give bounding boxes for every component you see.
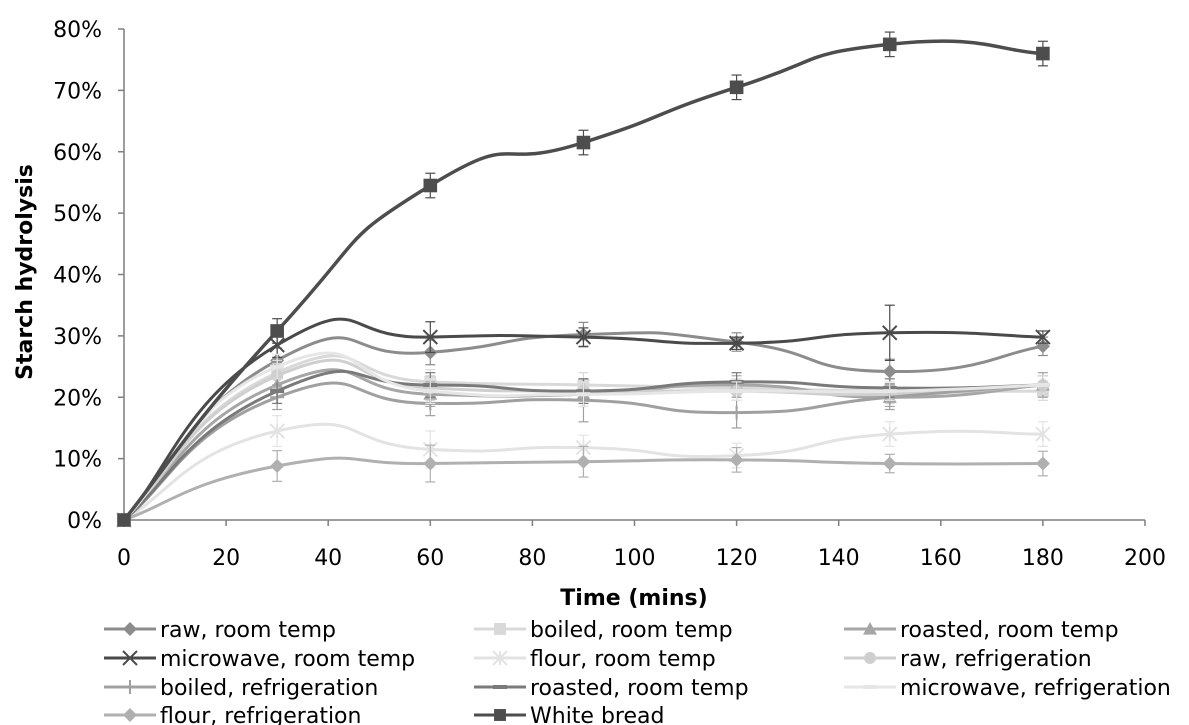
legend-item: flour, refrigeration (104, 704, 361, 725)
y-tick-label: 0% (67, 509, 102, 534)
y-axis-title: Starch hydrolysis (13, 164, 38, 380)
data-point-marker (492, 650, 508, 666)
series-10 (117, 31, 1050, 527)
legend-label: boiled, room temp (530, 618, 733, 643)
data-point-marker (423, 456, 438, 471)
legend-item: microwave, room temp (104, 647, 415, 672)
legend-item: White bread (474, 704, 664, 725)
data-point-marker (729, 80, 744, 95)
data-point-marker (423, 178, 438, 193)
data-point-marker (863, 622, 877, 635)
legend-item: roasted, room temp (844, 618, 1119, 643)
data-point-marker (1035, 456, 1050, 471)
legend-label: microwave, refrigeration (900, 676, 1171, 701)
series-line (122, 331, 1044, 522)
x-tick-label: 200 (1124, 546, 1166, 571)
data-point-marker (864, 652, 876, 664)
data-point-marker (576, 135, 591, 150)
data-point-marker (1036, 46, 1050, 61)
data-point-marker (1035, 329, 1051, 345)
legend-item: roasted, room temp (474, 676, 749, 701)
data-point-marker (270, 458, 285, 473)
axes: 0% 10% 20% 30% 40% 50% 60% 70% 80% 0 20 40 60 80 100 12… (53, 18, 1166, 571)
y-tick-label: 70% (53, 79, 102, 104)
data-point-marker (123, 708, 137, 722)
x-tick-label: 120 (716, 546, 758, 571)
x-tick-label: 180 (1022, 546, 1064, 571)
y-tick-label: 60% (53, 141, 102, 166)
data-point-marker (269, 423, 285, 439)
series-8 (117, 351, 1050, 522)
legend-item: boiled, room temp (474, 618, 733, 643)
data-point-marker (882, 364, 897, 379)
data-point-marker (728, 335, 745, 351)
data-point-marker (575, 329, 592, 345)
data-point-marker (729, 405, 744, 420)
legend-label: flour, room temp (530, 647, 716, 672)
data-point-marker (882, 426, 898, 442)
data-point-marker (729, 452, 744, 467)
data-point-marker (494, 709, 506, 721)
data-point-marker (270, 324, 284, 338)
y-tick-label: 40% (53, 264, 102, 289)
series-9 (117, 444, 1050, 527)
legend-label: raw, room temp (160, 618, 336, 643)
y-tick-label: 10% (53, 448, 102, 473)
series-layer (116, 31, 1051, 528)
legend-item: raw, refrigeration (844, 647, 1092, 672)
legend-item: flour, room temp (474, 647, 716, 672)
x-tick-label: 80 (518, 546, 546, 571)
data-point-marker (1035, 426, 1051, 442)
data-point-marker (494, 623, 506, 635)
y-tick-label: 80% (53, 18, 102, 43)
legend-label: microwave, room temp (160, 647, 415, 672)
legend-label: flour, refrigeration (160, 704, 361, 725)
x-tick-label: 160 (920, 546, 962, 571)
data-point-marker (117, 513, 131, 527)
legend-label: roasted, room temp (900, 618, 1119, 643)
y-tick-label: 20% (53, 386, 102, 411)
x-tick-label: 0 (117, 546, 131, 571)
data-point-marker (422, 329, 439, 345)
legend-label: raw, refrigeration (900, 647, 1092, 672)
data-point-marker (122, 650, 138, 666)
legend-label: White bread (530, 704, 664, 725)
legend-item: boiled, refrigeration (104, 676, 378, 701)
y-tick-label: 50% (53, 202, 102, 227)
legend: raw, room temp boiled, room temp roasted, … (104, 618, 1171, 725)
data-point-marker (882, 456, 897, 471)
data-point-marker (123, 622, 137, 636)
legend-label: roasted, room temp (530, 676, 749, 701)
x-tick-label: 60 (416, 546, 444, 571)
legend-item: microwave, refrigeration (844, 676, 1171, 701)
x-tick-label: 40 (314, 546, 342, 571)
x-tick-label: 100 (614, 546, 656, 571)
x-tick-label: 20 (212, 546, 240, 571)
x-axis-title: Time (mins) (560, 586, 707, 611)
data-point-marker (882, 37, 897, 52)
y-tick-label: 30% (53, 325, 102, 350)
x-tick-label: 140 (818, 546, 860, 571)
data-point-marker (269, 337, 285, 353)
data-point-marker (123, 680, 137, 694)
data-point-marker (576, 454, 591, 469)
data-point-marker (882, 325, 898, 341)
legend-label: boiled, refrigeration (160, 676, 378, 701)
legend-item: raw, room temp (104, 618, 336, 643)
